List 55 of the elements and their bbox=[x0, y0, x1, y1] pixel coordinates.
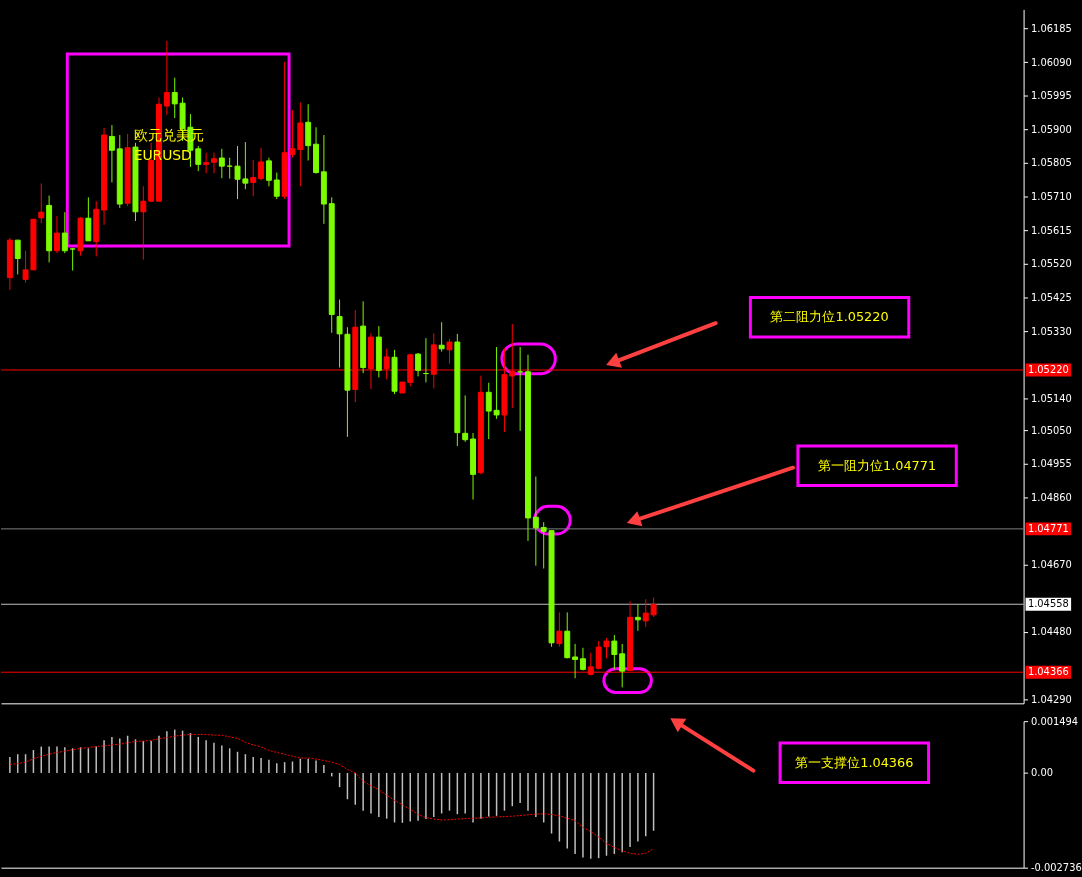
y-tick-label: 0.00 bbox=[1031, 767, 1054, 779]
candlestick bbox=[211, 152, 217, 174]
y-tick-label: 1.05805 bbox=[1031, 157, 1072, 169]
candlestick bbox=[572, 643, 579, 679]
candlestick bbox=[462, 394, 469, 443]
y-tick-label: 1.04670 bbox=[1031, 559, 1072, 571]
candlestick bbox=[532, 476, 539, 567]
ref-line-label: 1.05220 bbox=[1027, 363, 1069, 375]
ref-line-label: 1.04771 bbox=[1027, 522, 1069, 534]
annotation: 第二阻力位1.05220 bbox=[770, 309, 889, 325]
y-tick-label: 1.05050 bbox=[1031, 424, 1072, 436]
candlestick bbox=[53, 215, 60, 254]
candlestick bbox=[634, 603, 641, 632]
y-tick-label: 1.05520 bbox=[1031, 258, 1072, 270]
y-tick-label: 1.05900 bbox=[1031, 123, 1072, 135]
candlestick bbox=[38, 183, 45, 224]
candlestick bbox=[265, 157, 272, 187]
candlestick bbox=[218, 148, 225, 179]
candlestick bbox=[619, 643, 626, 688]
candlestick bbox=[140, 185, 147, 261]
annotation: 第一阻力位1.04771 bbox=[817, 457, 937, 473]
candlestick bbox=[163, 40, 170, 116]
candlestick bbox=[108, 124, 115, 183]
ref-line-label: 1.04558 bbox=[1027, 598, 1069, 610]
candlestick bbox=[438, 321, 445, 353]
candlestick bbox=[258, 147, 265, 181]
y-tick-label: 1.05615 bbox=[1031, 224, 1072, 236]
y-tick-label: 1.05710 bbox=[1031, 191, 1072, 203]
y-tick-label: 0.001494 bbox=[1031, 715, 1079, 727]
y-tick-label: 1.05995 bbox=[1031, 90, 1072, 102]
candlestick bbox=[203, 152, 210, 174]
candlestick bbox=[611, 634, 618, 670]
annotation: 第一支撑位1.04366 bbox=[795, 754, 914, 770]
candlestick bbox=[273, 172, 280, 200]
candlestick bbox=[69, 247, 76, 272]
y-tick-label: 1.06185 bbox=[1031, 22, 1072, 34]
candlestick bbox=[61, 211, 68, 254]
candlestick bbox=[14, 239, 21, 275]
candlestick bbox=[415, 352, 422, 377]
line-series bbox=[9, 733, 655, 855]
candlestick bbox=[305, 103, 312, 162]
y-tick-label: 1.04480 bbox=[1031, 626, 1072, 638]
y-tick-label: 1.04955 bbox=[1031, 458, 1072, 470]
y-tick-label: 1.04290 bbox=[1031, 693, 1072, 705]
candlestick bbox=[446, 338, 453, 365]
candlestick bbox=[556, 611, 563, 648]
y-tick-label: 1.05330 bbox=[1031, 325, 1072, 337]
candlestick bbox=[250, 159, 257, 197]
y-tick-label: 1.05140 bbox=[1031, 392, 1072, 404]
y-tick-label: 1.04860 bbox=[1031, 491, 1072, 503]
y-tick-label: 1.06090 bbox=[1031, 56, 1072, 68]
candlestick bbox=[85, 196, 92, 242]
y-tick-label: -0.002736 bbox=[1031, 862, 1082, 874]
ref-line-label: 1.04366 bbox=[1027, 666, 1069, 678]
y-tick-label: 1.05425 bbox=[1031, 291, 1072, 303]
